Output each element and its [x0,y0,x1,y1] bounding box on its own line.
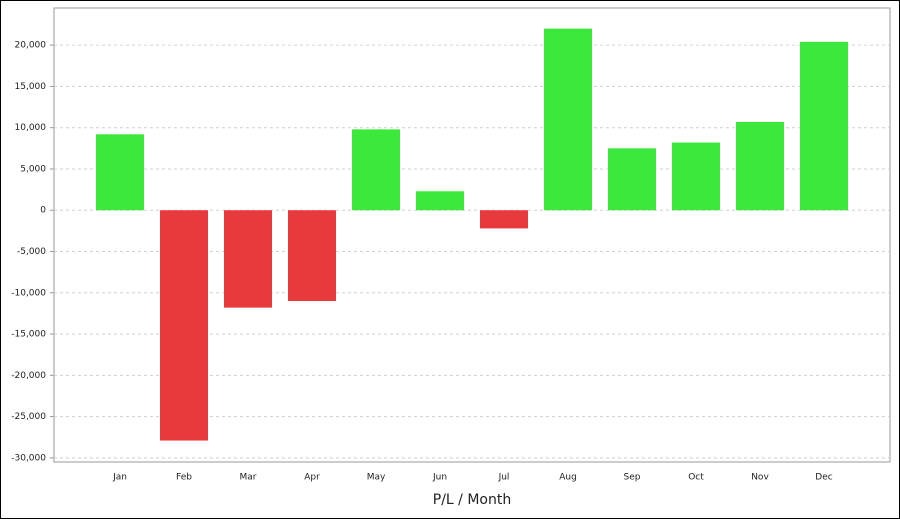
x-tick-label: Jun [432,473,447,483]
x-tick-label: Jan [112,473,127,483]
bar [736,121,784,211]
x-tick-label: Apr [304,473,320,483]
x-axis-label: P/L / Month [433,492,511,508]
bar [480,210,528,229]
x-tick-label: Jul [498,473,510,483]
y-tick-label: -20,000 [11,371,46,381]
x-tick-label: May [367,473,386,483]
y-tick-label: -5,000 [17,247,46,257]
x-tick-label: Oct [688,473,704,483]
y-tick-label: 10,000 [15,123,47,133]
bar [160,210,208,441]
y-tick-label: -15,000 [11,330,46,340]
bar [288,210,336,302]
y-tick-label: -30,000 [11,453,46,463]
x-tick-label: Dec [815,473,832,483]
y-tick-label: 15,000 [15,82,47,92]
y-tick-label: 0 [40,206,46,216]
bar [352,129,400,211]
y-tick-label: 20,000 [15,41,47,51]
x-tick-label: Mar [240,473,257,483]
y-tick-label: -10,000 [11,288,46,298]
x-tick-label: Feb [176,473,192,483]
bar [608,148,656,211]
bar [416,191,464,211]
bar [544,28,592,211]
x-tick-label: Sep [624,473,641,483]
bar [672,142,720,211]
y-tick-label: 5,000 [20,164,46,174]
y-tick-label: -25,000 [11,412,46,422]
bar [800,41,848,211]
x-tick-label: Aug [559,473,577,483]
bar [96,134,144,211]
x-tick-label: Nov [751,473,769,483]
bar [224,210,272,308]
